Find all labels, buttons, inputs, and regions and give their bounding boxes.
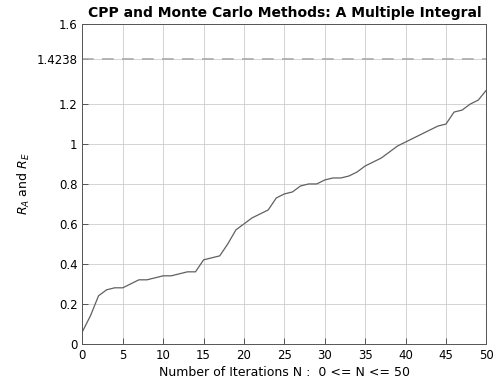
X-axis label: Number of Iterations N :  0 <= N <= 50: Number of Iterations N : 0 <= N <= 50 — [159, 366, 410, 379]
Title: CPP and Monte Carlo Methods: A Multiple Integral: CPP and Monte Carlo Methods: A Multiple … — [88, 6, 481, 20]
Y-axis label: $R_A$ and $R_E$: $R_A$ and $R_E$ — [16, 152, 32, 215]
